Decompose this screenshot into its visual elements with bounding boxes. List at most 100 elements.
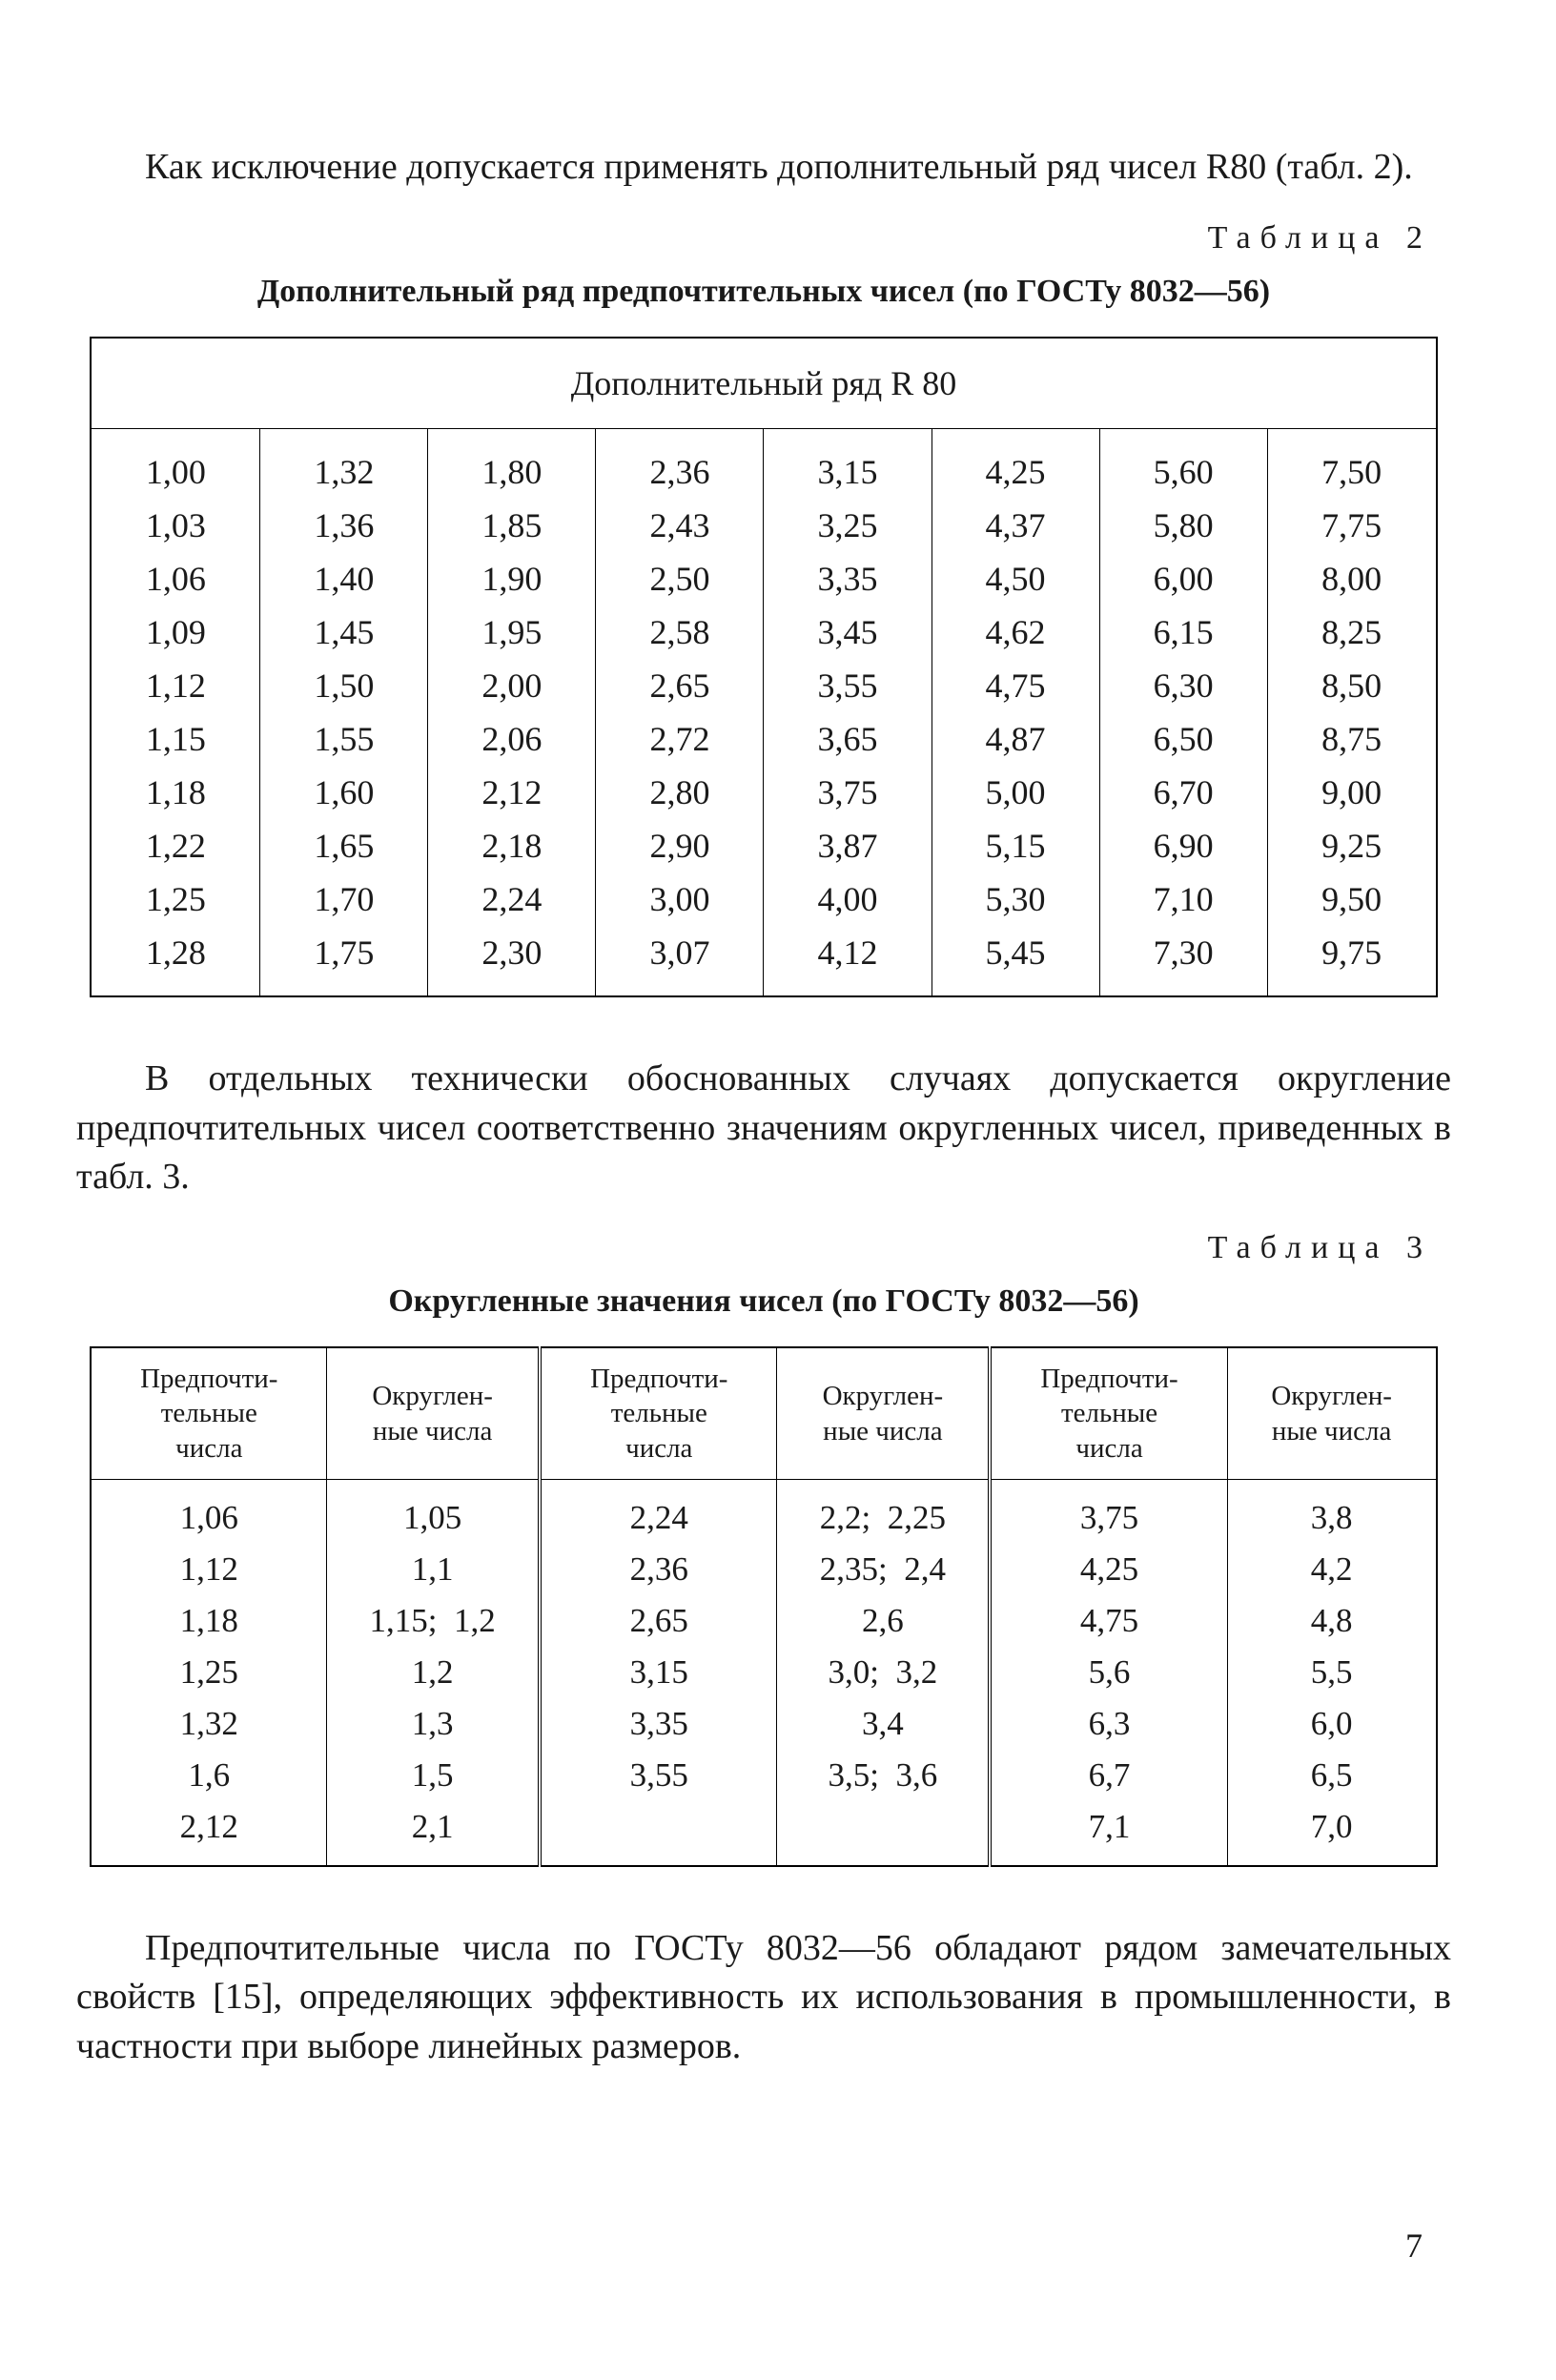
- table2: Дополнительный ряд R 80 1,001,321,802,36…: [90, 337, 1437, 997]
- table2-cell: 1,22: [91, 819, 259, 872]
- table3-cell: 3,15: [540, 1647, 777, 1698]
- table2-cell: 2,12: [428, 766, 596, 819]
- table2-cell: 1,25: [91, 872, 259, 926]
- paragraph-3: Предпочтительные числа по ГОСТу 8032—56 …: [76, 1924, 1451, 2071]
- table3-cell: 4,25: [990, 1544, 1227, 1595]
- table2-cell: 5,30: [932, 872, 1099, 926]
- table3-header-cell: Округлен- ные числа: [327, 1347, 540, 1479]
- table2-cell: 2,30: [428, 926, 596, 996]
- table2-cell: 4,75: [932, 659, 1099, 712]
- table2-cell: 1,36: [260, 499, 428, 552]
- table3-cell: 2,6: [777, 1595, 990, 1647]
- table3-cell: 2,36: [540, 1544, 777, 1595]
- table2-cell: 2,80: [596, 766, 764, 819]
- table2-cell: 2,36: [596, 429, 764, 500]
- table2-cell: 6,00: [1099, 552, 1267, 605]
- table2-cell: 9,75: [1267, 926, 1436, 996]
- table2-cell: 6,30: [1099, 659, 1267, 712]
- table2-cell: 1,06: [91, 552, 259, 605]
- table3-cell: 1,2: [327, 1647, 540, 1698]
- page-number: 7: [1405, 2226, 1423, 2266]
- table3-cell: 2,24: [540, 1479, 777, 1544]
- table2-cell: 2,06: [428, 712, 596, 766]
- table2-cell: 3,15: [764, 429, 932, 500]
- table2-cell: 1,32: [260, 429, 428, 500]
- table3-cell: 2,2; 2,25: [777, 1479, 990, 1544]
- table2-cell: 1,28: [91, 926, 259, 996]
- table3-cell: 1,12: [91, 1544, 326, 1595]
- table3-cell: 1,18: [91, 1595, 326, 1647]
- table2-cell: 2,58: [596, 605, 764, 659]
- table3-cell: [777, 1801, 990, 1866]
- table2-cell: 1,80: [428, 429, 596, 500]
- table3-cell: 1,15; 1,2: [327, 1595, 540, 1647]
- table2-cell: 1,18: [91, 766, 259, 819]
- table2-cell: 1,40: [260, 552, 428, 605]
- table2-cell: 2,50: [596, 552, 764, 605]
- table2-cell: 5,15: [932, 819, 1099, 872]
- table2-cell: 8,75: [1267, 712, 1436, 766]
- table2-cell: 7,30: [1099, 926, 1267, 996]
- table2-cell: 2,72: [596, 712, 764, 766]
- table2-cell: 4,62: [932, 605, 1099, 659]
- table3-cell: 4,75: [990, 1595, 1227, 1647]
- table2-cell: 9,25: [1267, 819, 1436, 872]
- table3-cell: 6,5: [1227, 1750, 1436, 1801]
- table2-cell: 2,18: [428, 819, 596, 872]
- table2-caption: Дополнительный ряд предпочтительных чисе…: [76, 274, 1451, 310]
- table3-cell: 3,8: [1227, 1479, 1436, 1544]
- table2-cell: 1,65: [260, 819, 428, 872]
- table3-cell: 3,4: [777, 1698, 990, 1750]
- table2-cell: 1,75: [260, 926, 428, 996]
- table3-cell: 2,35; 2,4: [777, 1544, 990, 1595]
- table3-cell: 1,3: [327, 1698, 540, 1750]
- table2-cell: 5,80: [1099, 499, 1267, 552]
- table2-cell: 6,70: [1099, 766, 1267, 819]
- table2-cell: 6,15: [1099, 605, 1267, 659]
- table3-cell: 1,32: [91, 1698, 326, 1750]
- table2-cell: 1,85: [428, 499, 596, 552]
- table2-cell: 4,25: [932, 429, 1099, 500]
- table2-cell: 3,65: [764, 712, 932, 766]
- table2-cell: 1,03: [91, 499, 259, 552]
- table3-cell: 7,1: [990, 1801, 1227, 1866]
- table3-cell: 1,06: [91, 1479, 326, 1544]
- table2-cell: 3,07: [596, 926, 764, 996]
- table3-cell: 1,5: [327, 1750, 540, 1801]
- table2-cell: 3,55: [764, 659, 932, 712]
- table2-cell: 8,00: [1267, 552, 1436, 605]
- table2-cell: 1,00: [91, 429, 259, 500]
- table2-cell: 9,00: [1267, 766, 1436, 819]
- table3-header-cell: Предпочти- тельные числа: [540, 1347, 777, 1479]
- table2-cell: 8,25: [1267, 605, 1436, 659]
- table3-cell: 1,25: [91, 1647, 326, 1698]
- table2-cell: 1,90: [428, 552, 596, 605]
- table2-label: Таблица 2: [76, 220, 1432, 256]
- table2-cell: 2,90: [596, 819, 764, 872]
- table3-header-cell: Округлен- ные числа: [1227, 1347, 1436, 1479]
- table2-cell: 2,00: [428, 659, 596, 712]
- table3-cell: 1,6: [91, 1750, 326, 1801]
- table3-cell: [540, 1801, 777, 1866]
- table2-cell: 2,65: [596, 659, 764, 712]
- table2-cell: 4,87: [932, 712, 1099, 766]
- table3-cell: 2,65: [540, 1595, 777, 1647]
- table3-label: Таблица 3: [76, 1230, 1432, 1266]
- table2-cell: 7,50: [1267, 429, 1436, 500]
- table3-cell: 5,6: [990, 1647, 1227, 1698]
- table2-cell: 3,35: [764, 552, 932, 605]
- table3-caption: Округленные значения чисел (по ГОСТу 803…: [76, 1283, 1451, 1320]
- table3-cell: 6,7: [990, 1750, 1227, 1801]
- table3-cell: 7,0: [1227, 1801, 1436, 1866]
- table3-cell: 4,8: [1227, 1595, 1436, 1647]
- paragraph-2: В отдельных технически обоснованных случ…: [76, 1055, 1451, 1201]
- table2-cell: 1,12: [91, 659, 259, 712]
- table3: Предпочти- тельные числаОкруглен- ные чи…: [90, 1346, 1437, 1867]
- table2-cell: 1,70: [260, 872, 428, 926]
- table2-cell: 2,43: [596, 499, 764, 552]
- table2-cell: 3,87: [764, 819, 932, 872]
- table2-cell: 2,24: [428, 872, 596, 926]
- table2-cell: 4,50: [932, 552, 1099, 605]
- table3-cell: 3,0; 3,2: [777, 1647, 990, 1698]
- table2-cell: 3,75: [764, 766, 932, 819]
